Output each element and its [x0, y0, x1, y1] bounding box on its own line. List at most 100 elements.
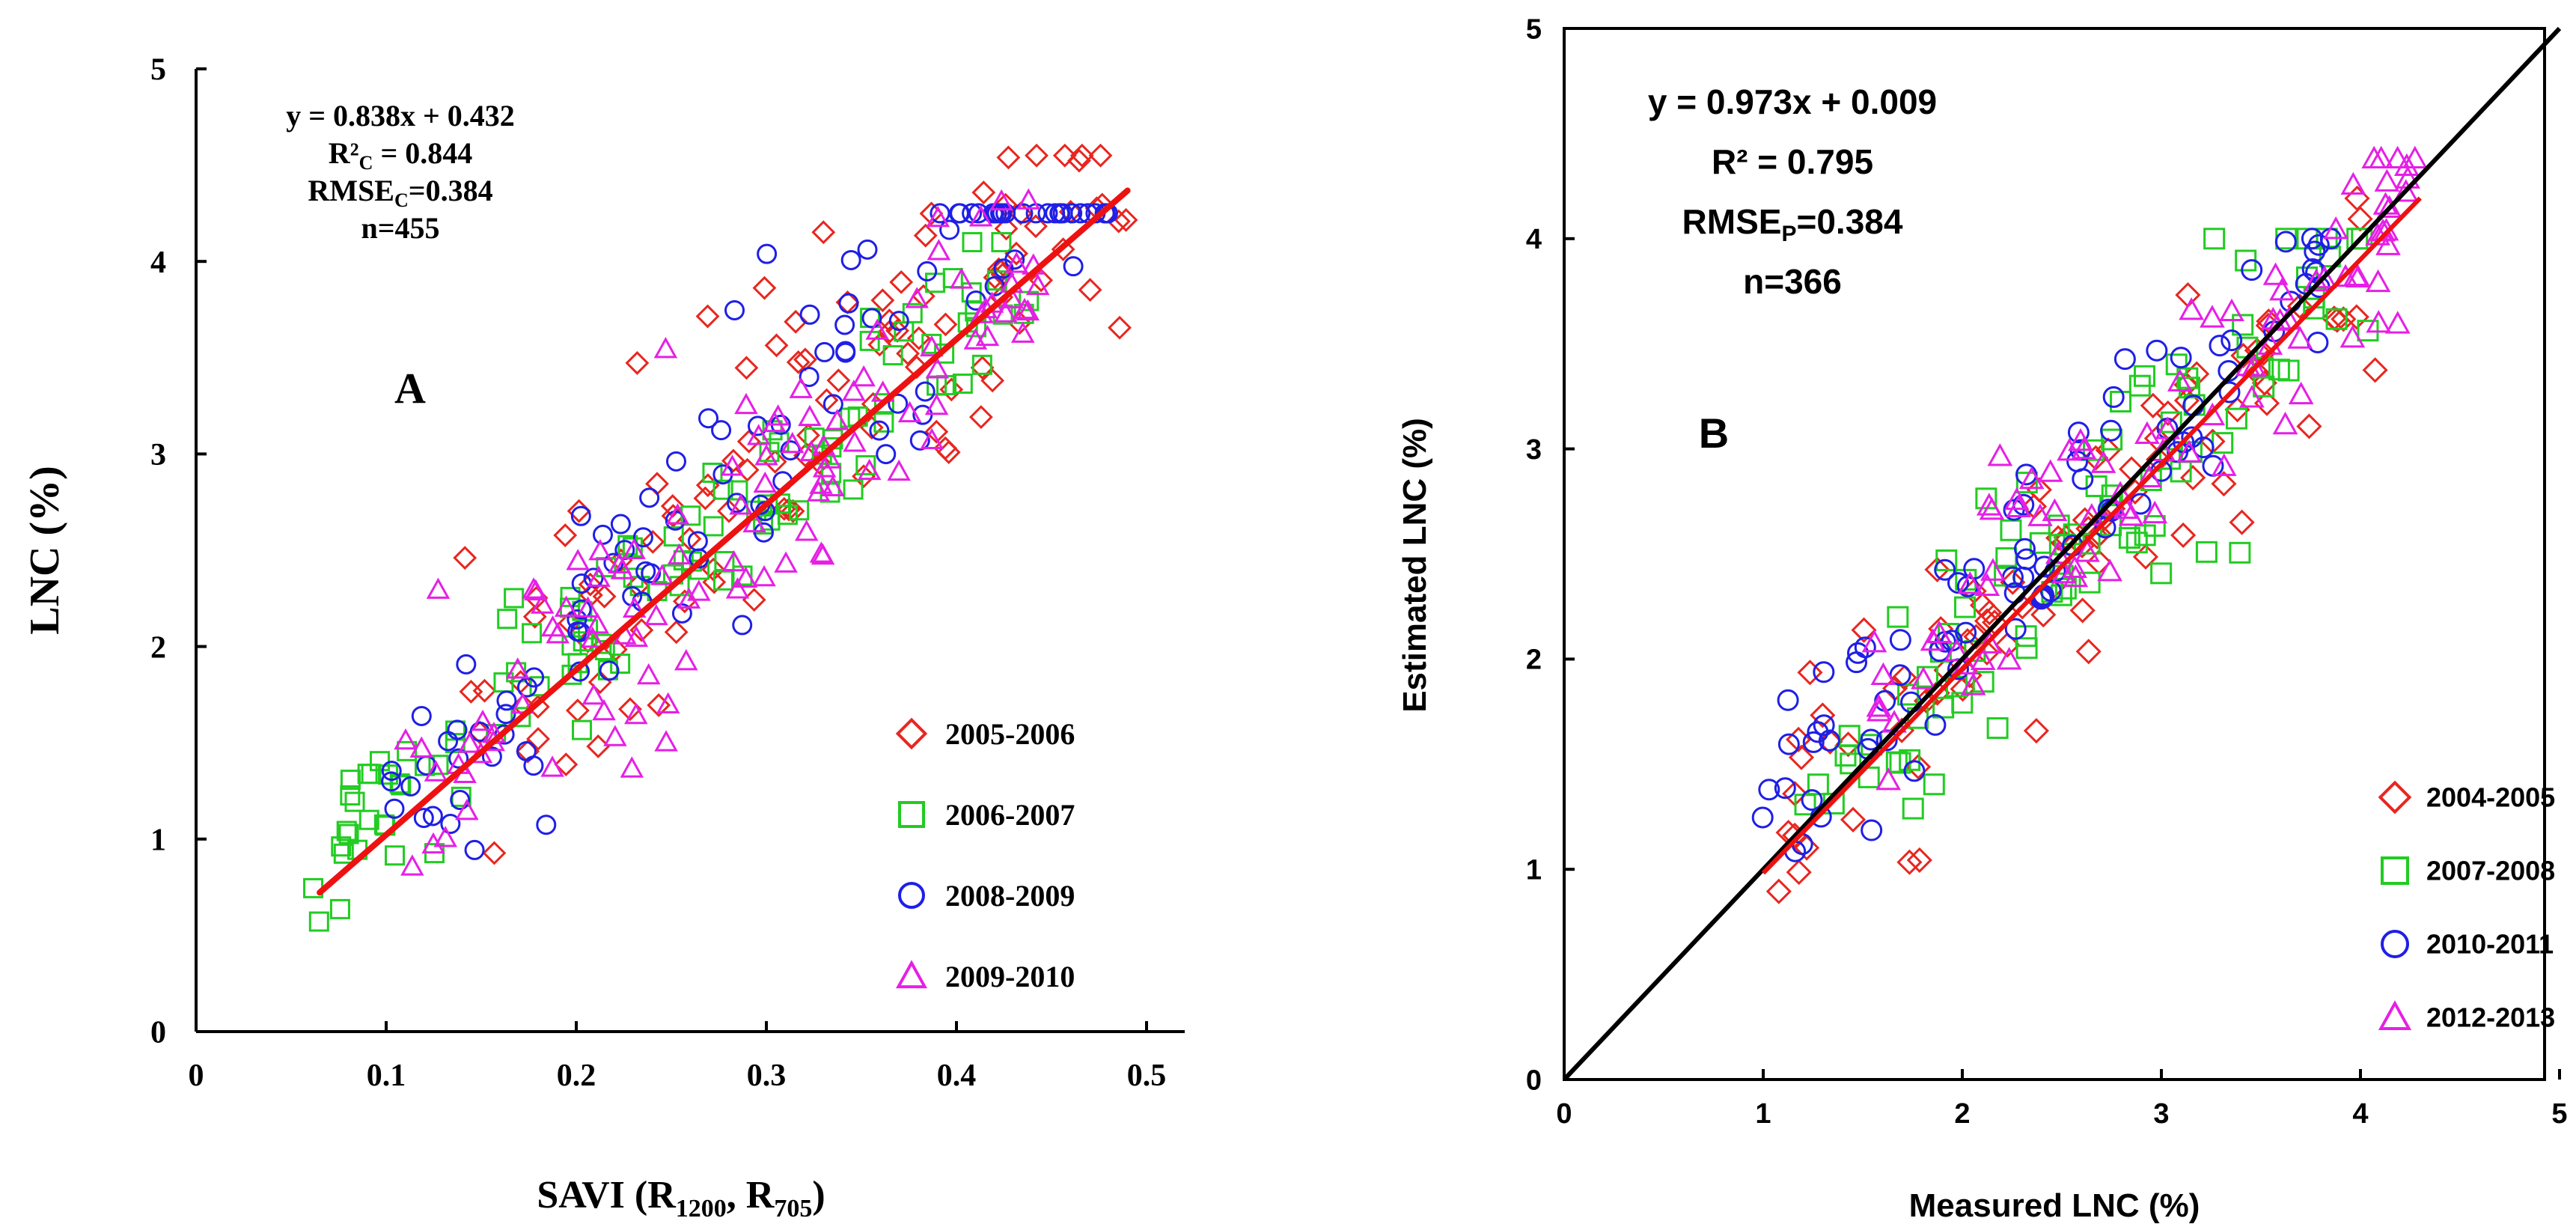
data-point-triangle	[2108, 481, 2133, 504]
data-point-triangle	[2018, 466, 2045, 490]
data-point-circle	[917, 261, 938, 281]
data-point-square	[2054, 577, 2077, 600]
data-point-diamond	[870, 288, 895, 313]
x-tick-label: 0	[1556, 1098, 1572, 1130]
data-point-square	[1954, 596, 1977, 618]
data-point-square	[777, 505, 798, 526]
data-point-diamond	[2069, 597, 2096, 624]
data-point-triangle	[842, 380, 866, 401]
data-point-triangle	[622, 538, 646, 560]
data-point-circle	[2274, 231, 2297, 253]
data-point-triangle	[677, 587, 701, 609]
data-point-circle	[583, 567, 604, 588]
data-point-square	[2101, 484, 2123, 507]
data-point-square	[2232, 314, 2254, 336]
data-point-triangle	[2003, 487, 2030, 511]
data-point-square	[2303, 297, 2325, 320]
data-point-triangle	[2142, 500, 2168, 524]
data-point-triangle	[799, 439, 823, 462]
data-point-triangle	[2211, 453, 2237, 476]
data-point-circle	[1860, 728, 1882, 751]
data-point-triangle	[2384, 145, 2411, 169]
data-point-diamond	[2155, 400, 2181, 426]
data-point-diamond	[735, 457, 760, 482]
data-point-circle	[516, 740, 537, 761]
data-point-diamond	[1088, 143, 1113, 168]
data-point-circle	[1037, 203, 1058, 224]
data-point-triangle	[636, 663, 661, 685]
data-point-circle	[610, 514, 631, 535]
data-point-diamond	[672, 589, 697, 614]
data-point-square	[428, 755, 449, 776]
data-point-triangle	[905, 287, 929, 308]
data-point-triangle	[2340, 324, 2366, 348]
data-point-diamond	[867, 332, 892, 357]
data-point-triangle	[580, 626, 605, 648]
data-point-triangle	[734, 392, 758, 415]
data-point-circle	[799, 366, 820, 387]
data-point-triangle	[887, 459, 911, 481]
data-point-triangle	[2288, 381, 2314, 405]
panel-b-equation: y = 0.973x + 0.009	[1648, 82, 1937, 121]
data-point-circle	[2241, 259, 2263, 281]
data-point-triangle	[2042, 498, 2068, 521]
data-point-diamond	[1977, 600, 2003, 626]
data-point-triangle	[2402, 145, 2428, 169]
data-point-circle	[1847, 642, 1870, 664]
data-point-diamond	[1950, 676, 1976, 702]
data-point-square	[2015, 472, 2038, 494]
data-point-circle	[754, 522, 775, 543]
data-point-circle	[2192, 436, 2215, 459]
data-point-diamond	[2170, 522, 2197, 548]
data-point-circle	[915, 381, 936, 402]
data-point-triangle	[754, 444, 778, 466]
data-point-diamond	[878, 319, 903, 344]
data-point-square	[522, 623, 543, 644]
data-point-diamond	[752, 275, 777, 300]
data-point-triangle	[530, 592, 555, 614]
data-point-diamond	[811, 220, 836, 245]
data-point-square	[663, 526, 684, 547]
data-point-triangle	[1861, 630, 1887, 653]
panel-b: 0 1 2 3 4 5 0 1 2 3 4 5 y = 0.973x + 0.009 R² = 0.7…	[1397, 13, 2568, 1224]
data-point-triangle	[1016, 188, 1041, 210]
data-point-circle	[1049, 203, 1070, 224]
data-point-triangle	[2340, 171, 2366, 195]
data-point-triangle	[2374, 168, 2400, 192]
data-point-square	[789, 500, 810, 521]
data-point-circle	[1777, 689, 1799, 711]
data-point-circle	[930, 203, 950, 224]
data-point-diamond	[717, 499, 741, 523]
data-point-triangle	[746, 424, 771, 445]
data-point-circle	[950, 203, 971, 224]
data-point-triangle	[455, 799, 479, 820]
data-point-triangle	[989, 189, 1013, 211]
data-point-triangle	[426, 577, 451, 599]
panel-a-label: A	[394, 364, 426, 412]
panel-a-y-label: LNC (%)	[22, 466, 68, 635]
panel-a-ticks: 0 0.1 0.2 0.3 0.4 0.5 0 1 2 3 4 5	[150, 53, 1166, 1093]
data-point-triangle	[2287, 326, 2313, 349]
data-point-diamond	[1052, 143, 1077, 168]
data-point-circle	[1903, 760, 1926, 782]
data-point-triangle	[2134, 421, 2160, 445]
data-point-square	[703, 516, 724, 537]
data-point-triangle	[752, 564, 776, 587]
data-point-square	[1840, 752, 1862, 775]
data-point-triangle	[1957, 571, 1983, 594]
data-point-circle	[1889, 664, 1911, 686]
data-point-triangle	[1866, 694, 1892, 717]
data-point-triangle	[798, 404, 822, 427]
data-point-square	[702, 463, 723, 484]
data-point-circle	[665, 451, 686, 472]
x-tick-label: 1	[1755, 1098, 1771, 1130]
panel-a-equation: y = 0.838x + 0.432	[286, 99, 515, 133]
data-point-square	[1986, 717, 2009, 740]
data-point-square	[510, 707, 531, 728]
data-point-square	[308, 911, 329, 932]
data-point-triangle	[968, 205, 993, 227]
data-point-triangle	[1866, 698, 1892, 722]
data-point-triangle	[587, 565, 611, 587]
data-point-circle	[939, 219, 960, 240]
data-point-triangle	[610, 558, 635, 579]
